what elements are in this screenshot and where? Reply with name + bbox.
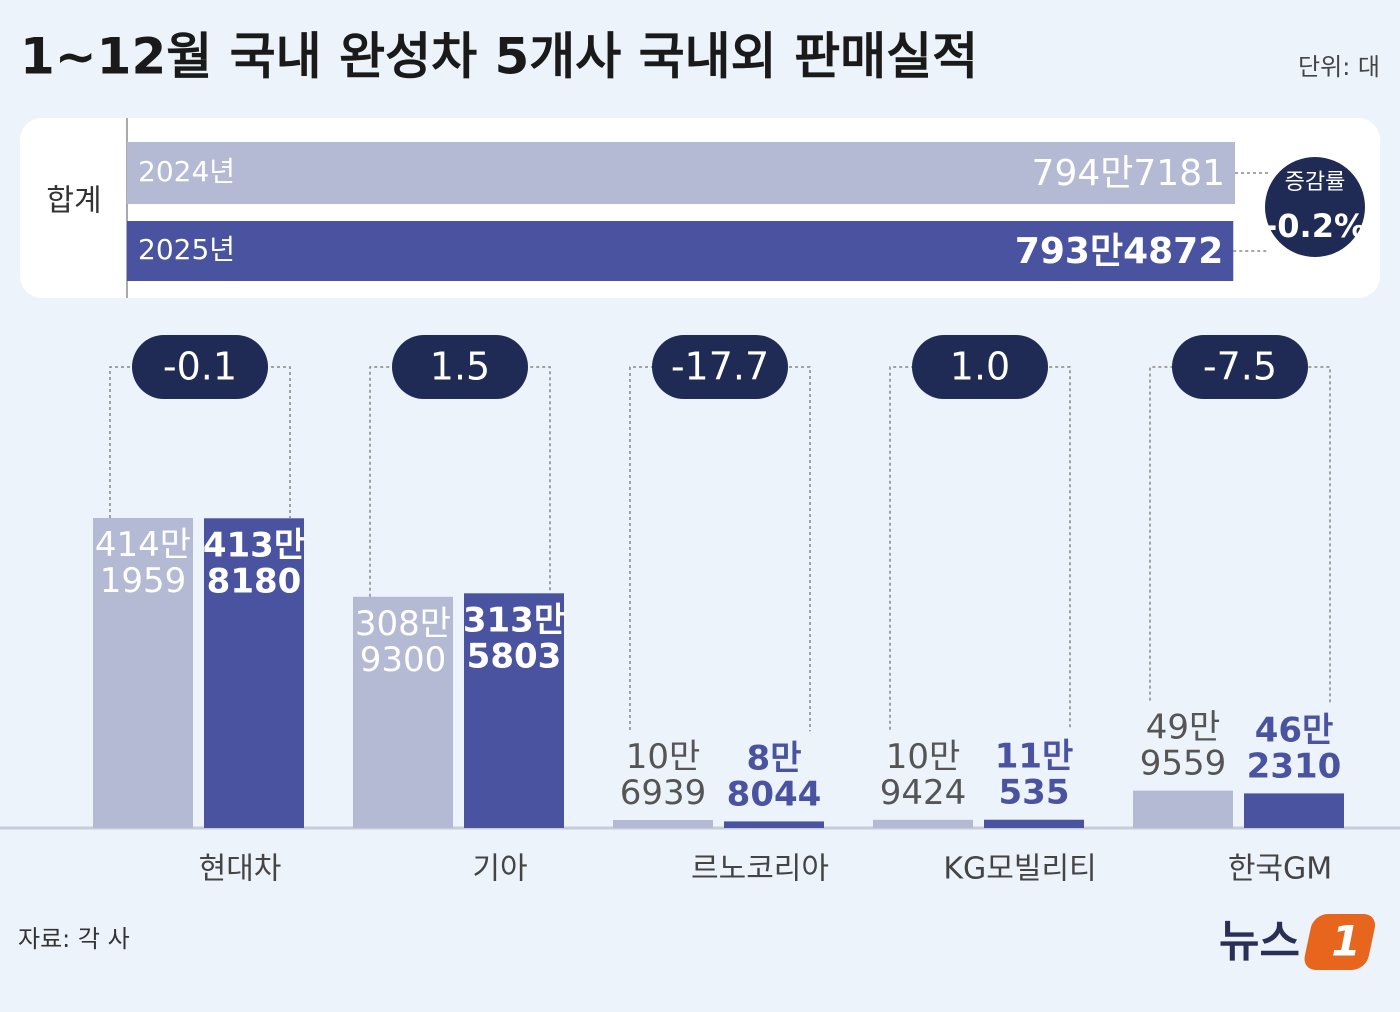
source: 자료: 각 사 (18, 925, 130, 953)
total-series-name: 2024년 (138, 155, 235, 188)
value-label: 10만 9424 (880, 736, 967, 812)
x-tick-label: 한국GM (1228, 852, 1332, 887)
change-label: 1.0 (950, 345, 1010, 389)
change-pill (132, 335, 268, 399)
change-pill (1172, 335, 1308, 399)
logo-badge (1304, 914, 1376, 970)
change-label: -0.1 (163, 345, 237, 389)
value-label: 413만 8180 (203, 525, 305, 601)
value-label: 308만 9300 (355, 603, 451, 679)
bar (353, 596, 453, 828)
change-label: -7.5 (1203, 345, 1277, 389)
logo-text: 뉴스 (1219, 916, 1300, 967)
value-label: 414만 1959 (95, 525, 191, 601)
change-pill (652, 335, 788, 399)
total-bar (127, 142, 1235, 204)
value-label: 46만 2310 (1247, 710, 1342, 786)
change-title: 증감률 (1285, 170, 1346, 195)
bar (464, 593, 564, 828)
x-tick-label: 기아 (472, 852, 527, 887)
change-pill (392, 335, 528, 399)
value-label: 11만 535 (995, 736, 1074, 812)
total-label: 합계 (46, 184, 101, 219)
change-label: -0.2% (1264, 207, 1366, 245)
bar (93, 518, 193, 828)
bar (873, 819, 973, 828)
logo-mark: 1 (1331, 917, 1360, 966)
x-tick-label: 르노코리아 (691, 852, 829, 887)
x-tick-label: KG모빌리티 (943, 852, 1096, 887)
total-value-label: 793만4872 (1015, 231, 1223, 272)
bar (724, 821, 824, 828)
value-label: 49만 9559 (1140, 707, 1227, 783)
bar (984, 819, 1084, 828)
total-series-name: 2025년 (138, 233, 235, 266)
change-label: -17.7 (671, 345, 769, 389)
change-pill (912, 335, 1048, 399)
chart-title: 1~12월 국내 완성차 5개사 국내외 판매실적 (20, 28, 978, 86)
total-value-label: 794만7181 (1032, 153, 1225, 194)
unit: 단위: 대 (1298, 53, 1380, 81)
change-label: 1.5 (430, 345, 490, 389)
value-label: 8만 8044 (727, 738, 822, 814)
x-tick-label: 현대차 (199, 852, 282, 887)
change-badge (1265, 157, 1365, 257)
bar (613, 819, 713, 828)
bar (1133, 790, 1233, 828)
bar (204, 518, 304, 828)
total-bar (127, 221, 1234, 281)
value-label: 10만 6939 (620, 736, 707, 812)
bar (1244, 793, 1344, 828)
value-label: 313만 5803 (463, 600, 565, 676)
